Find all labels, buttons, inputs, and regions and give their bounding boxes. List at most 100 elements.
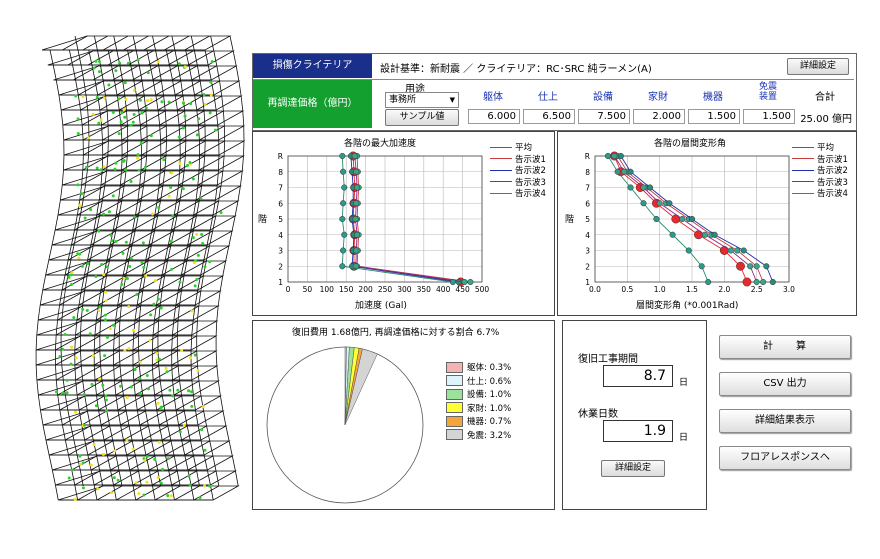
pie-slice bbox=[344, 348, 378, 426]
y-tick-label: 7 bbox=[278, 184, 283, 193]
data-point bbox=[736, 261, 745, 271]
y-tick-label: 1 bbox=[585, 278, 590, 287]
data-point bbox=[727, 247, 734, 254]
data-point bbox=[340, 247, 347, 254]
legend-line-swatch bbox=[792, 169, 814, 171]
data-point bbox=[698, 263, 705, 270]
pie-legend-label: 家財: 1.0% bbox=[467, 403, 512, 414]
pie-legend-label: 仕上: 0.6% bbox=[467, 376, 512, 387]
value-equipment[interactable]: 7.500 bbox=[578, 109, 630, 124]
legend-label: 告示波2 bbox=[515, 166, 546, 176]
data-point bbox=[666, 200, 673, 207]
criteria-table bbox=[252, 53, 857, 131]
pie-legend-swatch bbox=[446, 415, 463, 427]
x-tick-label: 400 bbox=[436, 285, 451, 294]
legend-line-swatch bbox=[490, 169, 512, 171]
calculate-button[interactable]: 計 算 bbox=[719, 335, 851, 359]
data-point bbox=[711, 231, 718, 238]
pie-legend-item: 家財: 1.0% bbox=[446, 402, 511, 414]
data-point bbox=[604, 152, 611, 160]
pie-legend-swatch bbox=[446, 375, 463, 386]
criteria-text: 設計基準：新耐震 ／ クライテリア：RC･SRC 純ラーメン(A) bbox=[380, 64, 652, 75]
data-point bbox=[351, 152, 358, 160]
sample-value-button[interactable]: サンプル値 bbox=[385, 109, 459, 126]
data-point bbox=[740, 247, 747, 254]
usage-select[interactable]: 事務所 ▼ bbox=[385, 92, 459, 108]
data-point bbox=[701, 231, 708, 238]
data-point bbox=[611, 152, 618, 160]
col-header-machinery: 機器 bbox=[703, 92, 723, 103]
csv-export-button[interactable]: CSV 出力 bbox=[719, 372, 851, 396]
pie-legend-swatch bbox=[446, 429, 463, 440]
legend-label: 告示波2 bbox=[817, 166, 848, 176]
value-machinery[interactable]: 1.500 bbox=[688, 109, 740, 124]
y-tick-label: 2 bbox=[278, 262, 283, 271]
drift-chart-panel bbox=[557, 131, 857, 316]
y-tick-label: 6 bbox=[278, 199, 283, 208]
value-isolation[interactable]: 1.500 bbox=[743, 109, 795, 124]
legend-label: 告示波1 bbox=[515, 154, 546, 165]
pie-legend-item: 仕上: 0.6% bbox=[446, 375, 511, 387]
y-tick-label: 3 bbox=[278, 247, 283, 256]
closure-days-field[interactable]: 1.9 bbox=[603, 420, 673, 442]
value-furniture[interactable]: 2.000 bbox=[633, 109, 685, 124]
y-tick-label: 2 bbox=[585, 262, 590, 271]
recovery-period-label: 復旧工事期間 bbox=[578, 354, 638, 365]
data-point bbox=[627, 184, 634, 191]
x-tick-label: 350 bbox=[417, 285, 432, 294]
pie-legend-label: 設備: 1.0% bbox=[467, 390, 512, 400]
data-point bbox=[467, 278, 474, 286]
x-tick-label: 1.5 bbox=[686, 285, 698, 294]
x-tick-label: 0.5 bbox=[621, 285, 633, 294]
data-point bbox=[614, 168, 621, 175]
accel-chart-ylabel: 階 bbox=[258, 215, 268, 225]
x-tick-label: 2.5 bbox=[751, 285, 763, 294]
x-tick-label: 500 bbox=[475, 285, 490, 294]
legend-line-swatch bbox=[490, 146, 512, 148]
data-point bbox=[705, 278, 712, 286]
legend-line-swatch bbox=[490, 181, 512, 182]
recovery-detail-settings-button[interactable]: 詳細設定 bbox=[601, 460, 665, 477]
value-structure[interactable]: 6.000 bbox=[468, 109, 520, 124]
criteria-detail-settings-button[interactable]: 詳細設定 bbox=[787, 58, 849, 75]
accel-chart-title: 各階の最大加速度 bbox=[343, 139, 416, 149]
x-tick-label: 300 bbox=[397, 285, 412, 294]
legend-label: 告示波1 bbox=[817, 154, 848, 165]
data-point bbox=[688, 215, 696, 223]
usage-select-value: 事務所 bbox=[389, 95, 417, 105]
criteria-label: 損傷クライテリア bbox=[253, 54, 372, 78]
x-tick-label: 150 bbox=[339, 285, 354, 294]
x-tick-label: 100 bbox=[320, 285, 335, 294]
pie-legend-swatch bbox=[446, 402, 463, 413]
recovery-period-unit: 日 bbox=[679, 378, 689, 388]
drift-chart-title: 各階の層間変形角 bbox=[653, 139, 726, 149]
y-tick-label: 6 bbox=[585, 199, 590, 208]
value-finish[interactable]: 6.500 bbox=[523, 109, 575, 124]
pie-legend-item: 機器: 0.7% bbox=[446, 415, 511, 427]
x-tick-label: 50 bbox=[303, 285, 313, 294]
legend-item: 告示波1 bbox=[792, 153, 848, 165]
legend-item: 平均 bbox=[792, 141, 834, 153]
recovery-panel bbox=[562, 320, 707, 510]
data-point bbox=[353, 168, 360, 175]
legend-line-swatch bbox=[490, 192, 512, 194]
data-point bbox=[669, 231, 676, 238]
x-tick-label: 0.0 bbox=[589, 285, 601, 294]
data-point bbox=[341, 184, 348, 191]
y-tick-label: 8 bbox=[278, 168, 283, 177]
data-point bbox=[339, 152, 346, 160]
recovery-period-field[interactable]: 8.7 bbox=[603, 365, 673, 387]
col-header-isolation: 免震 装置 bbox=[758, 82, 777, 102]
legend-item: 告示波2 bbox=[792, 164, 848, 176]
data-point bbox=[449, 278, 456, 286]
data-point bbox=[353, 247, 360, 254]
x-tick-label: 250 bbox=[378, 285, 393, 294]
legend-item: 告示波3 bbox=[490, 176, 546, 188]
floor-response-button[interactable]: フロアレスポンスへ bbox=[719, 446, 851, 470]
data-point bbox=[354, 231, 361, 238]
chevron-down-icon: ▼ bbox=[449, 96, 455, 104]
pie-legend-label: 免震: 3.2% bbox=[467, 430, 512, 441]
divider bbox=[253, 79, 854, 80]
value-total: 25.00 億円 bbox=[800, 114, 852, 125]
detail-results-button[interactable]: 詳細結果表示 bbox=[719, 409, 851, 433]
